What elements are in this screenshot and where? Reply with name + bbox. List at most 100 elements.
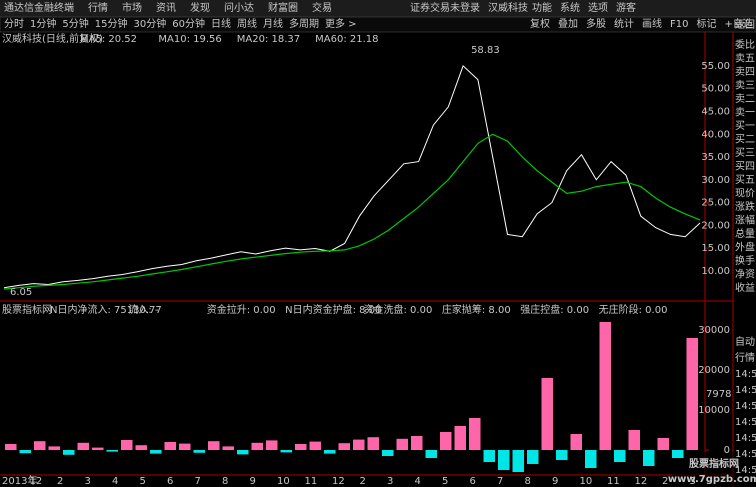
menu-item[interactable]: 选项	[588, 1, 608, 14]
period-button[interactable]: 5分钟	[62, 17, 88, 30]
x-label: 4	[415, 476, 421, 487]
menu-item[interactable]: 资讯	[156, 2, 176, 14]
flow-bar	[527, 450, 539, 464]
x-label: 12	[332, 476, 345, 487]
flow-bar	[222, 446, 234, 450]
menu-item[interactable]: 行情	[88, 1, 108, 14]
flow-bar	[193, 450, 205, 453]
tick-label: 行情	[735, 351, 755, 364]
menu-item[interactable]: 交易	[312, 1, 332, 14]
flow-bar	[382, 450, 394, 456]
indicator-label: N日内资金护盘: 8.00	[285, 303, 381, 316]
menu-item[interactable]: 游客	[616, 1, 636, 14]
flow-bar	[19, 450, 31, 454]
quote-label: 委比	[735, 38, 755, 51]
quote-label: 卖四	[735, 66, 755, 78]
flow-bar	[672, 450, 684, 458]
chart-title: 汉威科技(日线,前复权)	[2, 32, 103, 45]
period-button[interactable]: 更多 >	[325, 17, 357, 30]
watermark-box	[672, 452, 756, 487]
flow-bar	[599, 322, 611, 450]
flow-bar	[92, 447, 104, 450]
menu-item[interactable]: 市场	[122, 1, 142, 14]
back-button[interactable]: 返回	[735, 19, 755, 31]
flow-bar	[353, 439, 365, 450]
menu-item[interactable]: 系统	[560, 1, 580, 14]
flow-bar	[251, 442, 263, 450]
tool-button[interactable]: 叠加	[558, 18, 578, 30]
y-tick-label: 55.00	[701, 61, 730, 72]
x-label: 7	[497, 476, 503, 487]
tool-button[interactable]: 复权	[530, 17, 550, 30]
flow-bar	[338, 443, 350, 450]
x-label: 12	[635, 476, 648, 487]
flow-bar	[179, 443, 191, 450]
tick-label: 14:50	[735, 417, 756, 428]
tool-button[interactable]: +自选	[724, 17, 752, 30]
flow-bar	[512, 450, 524, 472]
indicator-label: 无庄阶段: 0.00	[599, 303, 668, 316]
flow-bar	[396, 438, 408, 450]
y-tick-label: 50.00	[701, 84, 730, 95]
quote-label: 净资	[735, 268, 755, 281]
y-tick-label: 10000	[698, 405, 730, 416]
x-label: 11	[305, 476, 318, 487]
tool-button[interactable]: 多股	[586, 17, 606, 30]
quote-label: 卖二	[735, 93, 755, 105]
menu-bar	[0, 0, 756, 17]
flow-bar	[556, 450, 568, 460]
tool-button[interactable]: 统计	[614, 17, 634, 30]
period-button[interactable]: 1分钟	[30, 17, 56, 30]
period-button[interactable]: 30分钟	[133, 17, 166, 30]
quote-label: 卖五	[735, 53, 755, 65]
tick-label: 14:50	[735, 449, 756, 460]
period-button[interactable]: 周线	[237, 17, 257, 30]
flow-bar	[121, 440, 133, 450]
flow-bar	[324, 450, 336, 454]
y-tick-label: 20.00	[701, 220, 730, 231]
x-label: 10	[277, 476, 290, 487]
menu-item[interactable]: 通达信金融终端	[4, 1, 74, 14]
flow-bar	[585, 450, 597, 468]
period-button[interactable]: 15分钟	[95, 17, 128, 30]
menu-item[interactable]: 发现	[190, 1, 210, 14]
status-text: 证券交易未登录	[410, 1, 480, 14]
flow-bar	[643, 450, 655, 466]
period-button[interactable]: 60分钟	[172, 17, 205, 30]
quote-label: 换手	[735, 254, 755, 267]
y-tick-label: 30000	[698, 325, 730, 336]
x-label: 5	[140, 476, 146, 487]
high-label: 58.83	[471, 45, 500, 56]
tool-button[interactable]: 标记	[696, 18, 716, 30]
x-label: 3	[85, 476, 91, 487]
y-tick-label: 25.00	[701, 198, 730, 209]
flow-bar	[570, 434, 582, 450]
menu-item[interactable]: 问小达	[224, 1, 254, 14]
x-label: 5	[442, 476, 448, 487]
quote-label: 买一	[735, 120, 755, 132]
period-button[interactable]: 分时	[4, 18, 24, 30]
ma-label: MA60: 21.18	[315, 34, 378, 45]
period-button[interactable]: 多周期	[289, 17, 319, 30]
period-button[interactable]: 日线	[211, 17, 231, 30]
flow-bar	[628, 430, 640, 450]
y-tick-label: 40.00	[701, 129, 730, 140]
x-label: 4	[112, 476, 118, 487]
quote-label: 卖一	[735, 107, 755, 119]
flow-bar	[469, 418, 481, 450]
flow-bar	[295, 444, 307, 450]
ma-label: MA5: 20.52	[80, 34, 137, 45]
x-label: 7	[195, 476, 201, 487]
flow-bar	[614, 450, 626, 462]
menu-item[interactable]: 财富圈	[268, 1, 298, 14]
menu-item[interactable]: 功能	[532, 1, 552, 14]
flow-bar	[48, 446, 60, 450]
toolbar	[0, 16, 756, 33]
tick-label: 14:50	[735, 369, 756, 380]
tool-button[interactable]: F10	[670, 19, 688, 30]
tool-button[interactable]: 画线	[642, 17, 662, 30]
x-label: 2	[662, 476, 668, 487]
period-button[interactable]: 月线	[263, 17, 283, 30]
x-label: 3	[690, 476, 696, 487]
